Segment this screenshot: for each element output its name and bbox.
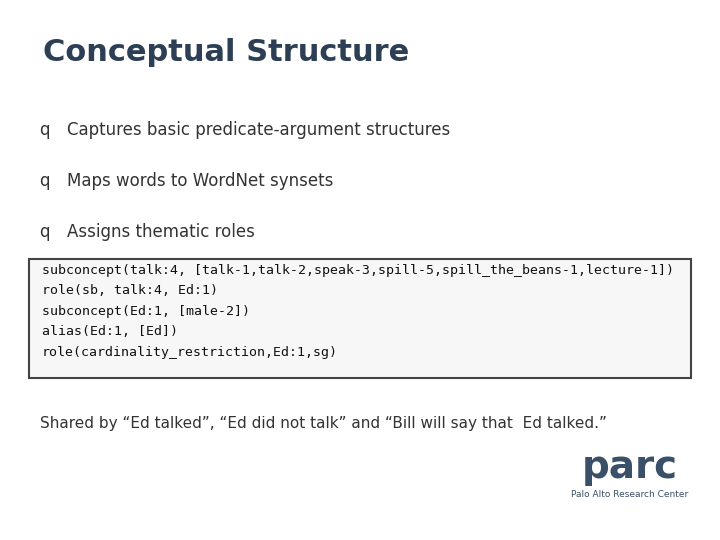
Text: alias(Ed:1, [Ed]): alias(Ed:1, [Ed]) xyxy=(42,326,178,339)
Text: subconcept(Ed:1, [male-2]): subconcept(Ed:1, [male-2]) xyxy=(42,305,250,318)
Text: subconcept(talk:4, [talk-1,talk-2,speak-3,spill-5,spill_the_beans-1,lecture-1]): subconcept(talk:4, [talk-1,talk-2,speak-… xyxy=(42,264,674,277)
Text: Assigns thematic roles: Assigns thematic roles xyxy=(67,223,255,241)
Text: parc: parc xyxy=(582,448,678,486)
FancyBboxPatch shape xyxy=(29,259,691,378)
Text: Shared by “Ed talked”, “Ed did not talk” and “Bill will say that  Ed talked.”: Shared by “Ed talked”, “Ed did not talk”… xyxy=(40,416,606,431)
Text: q: q xyxy=(40,223,50,241)
Text: role(sb, talk:4, Ed:1): role(sb, talk:4, Ed:1) xyxy=(42,285,217,298)
Text: Palo Alto Research Center: Palo Alto Research Center xyxy=(572,490,688,498)
Text: Conceptual Structure: Conceptual Structure xyxy=(43,38,410,67)
Text: Captures basic predicate-argument structures: Captures basic predicate-argument struct… xyxy=(67,120,450,139)
Text: q: q xyxy=(40,120,50,139)
Text: Maps words to WordNet synsets: Maps words to WordNet synsets xyxy=(67,172,333,190)
Text: role(cardinality_restriction,Ed:1,sg): role(cardinality_restriction,Ed:1,sg) xyxy=(42,346,338,359)
Text: q: q xyxy=(40,172,50,190)
